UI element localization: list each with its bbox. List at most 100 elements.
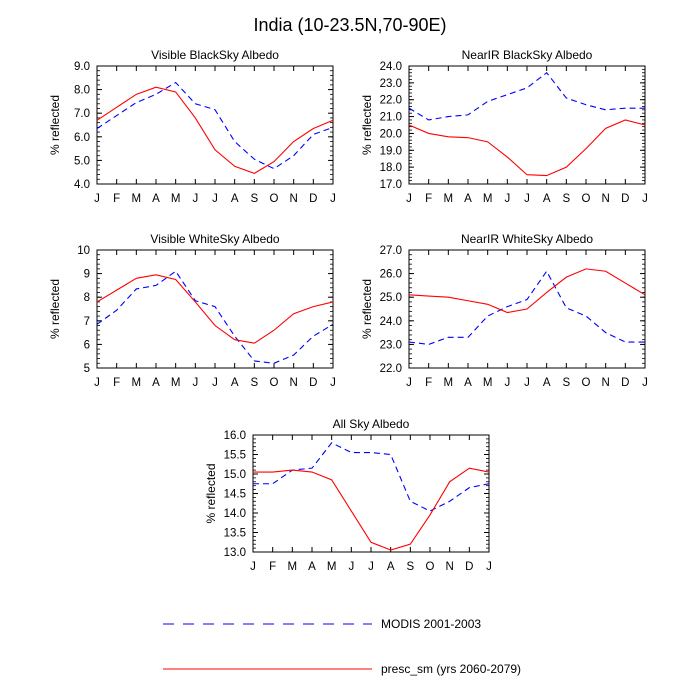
x-tick-label: S [562,377,570,389]
x-tick-label: J [486,561,492,573]
x-tick-label: O [426,561,435,573]
x-tick-label: S [406,561,414,573]
y-tick-label: 7.0 [74,108,90,120]
x-tick-label: F [113,377,120,389]
x-tick-label: N [602,193,610,205]
x-tick-label: D [621,193,629,205]
x-tick-label: A [464,193,472,205]
y-tick-label: 10 [77,245,90,257]
x-tick-label: O [270,193,279,205]
x-tick-label: A [308,561,316,573]
series-line-modis [408,270,645,345]
panel-title: Visible WhiteSky Albedo [150,232,280,246]
y-tick-label: 9.0 [74,61,90,73]
x-tick-label: O [582,193,591,205]
y-tick-label: 23.0 [380,78,402,90]
y-tick-label: 5.0 [74,155,90,167]
panel-title: All Sky Albedo [333,417,410,431]
y-tick-label: 6.0 [74,132,90,144]
y-tick-label: 25.0 [380,292,402,304]
y-tick-label: 9 [84,269,90,281]
y-tick-label: 22.0 [380,95,402,107]
x-tick-label: M [171,377,181,389]
x-tick-label: M [327,561,337,573]
x-tick-label: J [348,561,354,573]
plot-frame [252,434,490,553]
x-tick-label: D [465,561,473,573]
y-tick-label: 22.0 [380,363,402,375]
y-tick-label: 14.5 [224,489,246,501]
x-tick-label: J [330,193,336,205]
series-line-presc [408,268,646,314]
y-tick-label: 26.0 [380,269,402,281]
plot-frame [408,65,646,185]
y-tick-label: 18.0 [380,162,402,174]
x-tick-label: J [192,377,198,389]
x-tick-label: F [425,193,432,205]
x-tick-label: M [483,377,493,389]
series-line-modis [253,442,490,512]
panel-title: Visible BlackSky Albedo [151,48,279,62]
x-tick-label: S [250,377,258,389]
y-tick-label: 15.5 [224,450,246,462]
x-tick-label: J [524,193,530,205]
series-line-presc [253,467,490,551]
y-axis-label: % reflected [48,95,62,155]
y-tick-label: 4.0 [74,179,90,191]
y-tick-label: 21.0 [380,112,402,124]
series-line-presc [96,274,334,344]
x-tick-label: O [582,377,591,389]
x-tick-label: N [602,377,610,389]
x-tick-label: J [642,193,648,205]
y-axis-label: % reflected [48,279,62,339]
main-title: India (10-23.5N,70-90E) [253,15,446,35]
x-tick-label: J [504,193,510,205]
panel-title: NearIR WhiteSky Albedo [461,232,593,246]
x-tick-label: F [113,193,120,205]
x-tick-label: J [212,193,218,205]
y-tick-label: 7 [84,316,90,328]
y-tick-label: 17.0 [380,179,402,191]
x-tick-label: J [642,377,648,389]
y-tick-label: 13.5 [224,528,246,540]
legend-label-modis: MODIS 2001-2003 [381,617,481,631]
x-tick-label: A [152,193,160,205]
panel-5: J F M A M J J A S O N D J13.013.514.014.515.015.516.… [204,417,492,573]
y-tick-label: 8.0 [74,85,90,97]
series-line-presc [408,119,646,177]
x-tick-label: J [504,377,510,389]
x-tick-label: J [94,377,100,389]
x-tick-label: N [290,377,298,389]
x-tick-label: D [309,193,317,205]
x-tick-label: J [212,377,218,389]
series-line-modis [96,270,334,364]
y-tick-label: 20.0 [380,128,402,140]
y-axis-label: % reflected [360,95,374,155]
y-tick-label: 6 [84,339,90,351]
x-tick-label: M [132,193,142,205]
x-tick-label: M [483,193,493,205]
y-tick-label: 19.0 [380,145,402,157]
legend-label-presc: presc_sm (yrs 2060-2079) [381,662,521,676]
x-tick-label: M [444,193,454,205]
series-line-modis [408,71,645,121]
x-tick-label: J [406,193,412,205]
x-tick-label: A [152,377,160,389]
x-tick-label: F [425,377,432,389]
y-tick-label: 23.0 [380,339,402,351]
y-tick-label: 15.0 [224,469,246,481]
x-tick-label: S [250,193,258,205]
x-tick-label: J [406,377,412,389]
series-line-presc [96,86,334,174]
y-tick-label: 14.0 [224,508,246,520]
x-tick-label: D [621,377,629,389]
y-tick-label: 13.0 [224,547,246,559]
x-tick-label: F [269,561,276,573]
x-tick-label: M [444,377,454,389]
x-tick-label: M [288,561,298,573]
x-tick-label: A [543,193,551,205]
y-axis-label: % reflected [360,279,374,339]
y-tick-label: 24.0 [380,316,402,328]
legend: MODIS 2001-2003 presc_sm (yrs 2060-2079) [163,617,521,676]
